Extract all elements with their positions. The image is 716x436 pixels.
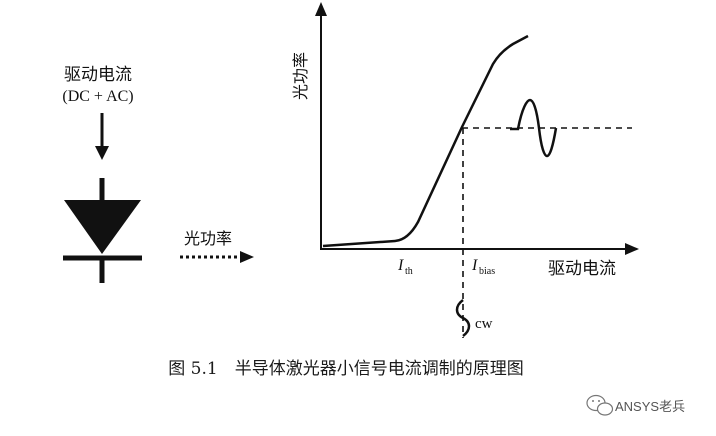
current-modulation-waveform bbox=[455, 299, 471, 337]
x-axis bbox=[321, 243, 639, 255]
x-axis-label: 驱动电流 bbox=[548, 259, 616, 279]
threshold-current-label: I th bbox=[397, 257, 413, 277]
y-axis-label: 光功率 bbox=[291, 52, 310, 100]
watermark-text: ANSYS老兵 bbox=[615, 399, 685, 414]
drive-current-sub-label: (DC + AC) bbox=[62, 88, 133, 105]
cw-label: cw bbox=[475, 316, 493, 332]
pi-characteristic-curve bbox=[322, 34, 529, 248]
optical-modulation-waveform bbox=[510, 98, 558, 158]
ith-main: I bbox=[397, 257, 404, 274]
figure-caption: 图 5.1 半导体激光器小信号电流调制的原理图 bbox=[168, 359, 523, 379]
drive-current-arrow bbox=[95, 113, 109, 160]
optical-output-arrow bbox=[180, 251, 254, 263]
ith-subscript: th bbox=[405, 266, 413, 277]
bias-current-label: I bias bbox=[471, 257, 495, 277]
laser-diode-symbol bbox=[63, 178, 142, 283]
y-axis bbox=[315, 2, 327, 250]
optical-power-output-label: 光功率 bbox=[184, 229, 232, 248]
ibias-subscript: bias bbox=[479, 266, 495, 277]
drive-current-label: 驱动电流 bbox=[64, 65, 132, 85]
watermark: ANSYS老兵 bbox=[586, 394, 685, 416]
chat-bubble-icon bbox=[586, 394, 614, 416]
ibias-main: I bbox=[471, 257, 478, 274]
